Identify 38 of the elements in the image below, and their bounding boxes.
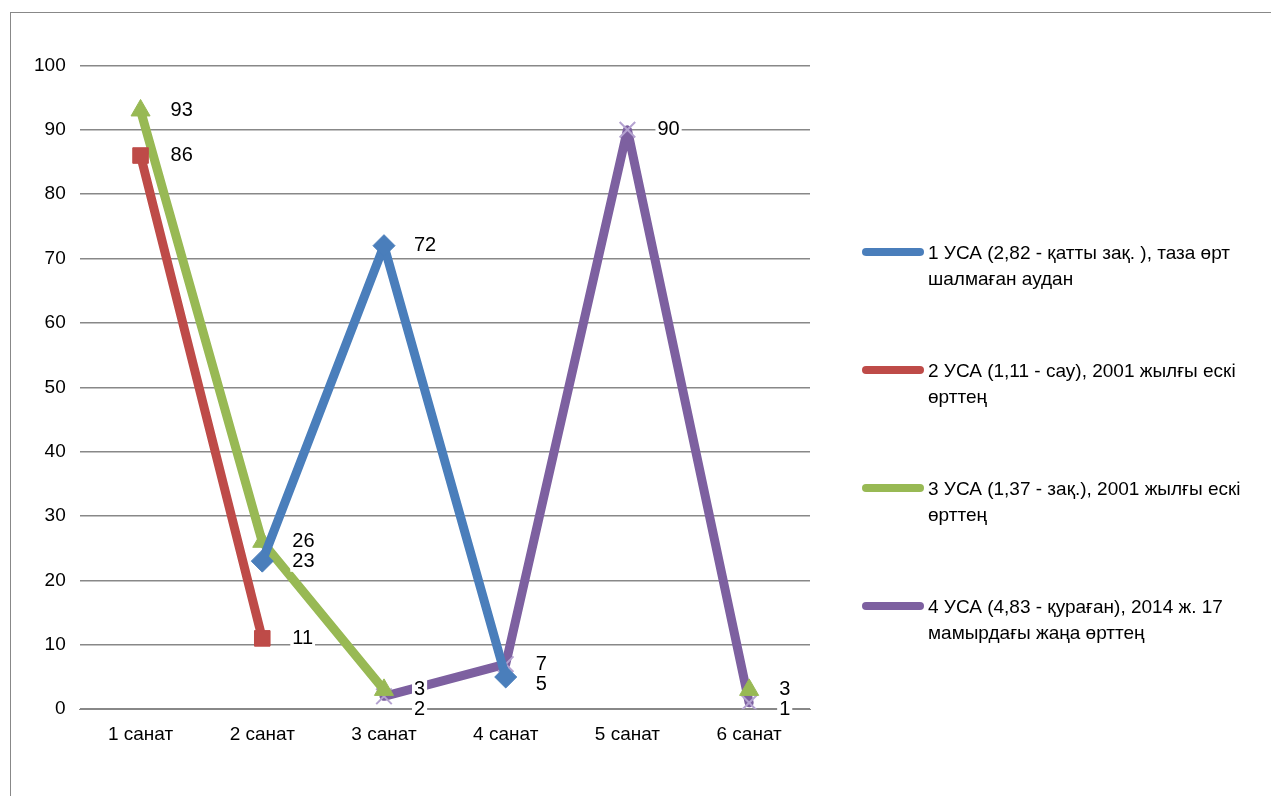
y-tick-label: 50: [44, 375, 66, 397]
y-tick-label: 100: [34, 53, 66, 75]
x-tick-label: 5 санат: [594, 722, 661, 744]
y-tick-label: 80: [44, 182, 66, 204]
legend-label: 2 УСА (1,11 - сау), 2001 жылғы ескі өрттең: [928, 359, 1237, 409]
data-label: 11: [292, 625, 314, 648]
data-label: 72: [413, 233, 437, 256]
y-tick-label: 90: [44, 118, 66, 140]
legend-label: 4 УСА (4,83 - қураған), 2014 ж. 17 мамырдағы жаңа өрттең: [928, 595, 1224, 645]
data-label: 93: [170, 97, 193, 120]
data-label: 1: [779, 697, 791, 720]
point: [254, 630, 271, 647]
point: [250, 549, 274, 573]
point: [132, 147, 149, 164]
point: [494, 665, 518, 689]
y-tick-label: 70: [44, 246, 66, 268]
legend-label: 3 УСА (1,37 - зақ.), 2001 жылғы ескі өрттең: [928, 477, 1242, 527]
x-tick-label: 4 санат: [473, 722, 539, 744]
x-tick-label: 1 санат: [107, 722, 174, 744]
x-tick-label: 3 санат: [351, 722, 417, 744]
data-label: 3: [413, 677, 426, 700]
legend-label: 1 УСА (2,82 - қатты зақ. ), таза өрт шалмаған аудан: [928, 241, 1231, 291]
data-label: 5: [535, 671, 547, 694]
y-tick-label: 40: [44, 439, 66, 461]
data-label: 26: [292, 529, 315, 552]
data-label: 3: [779, 677, 791, 700]
y-tick-label: 20: [44, 568, 66, 590]
data-label: 90: [657, 117, 680, 140]
y-tick-label: 10: [44, 633, 66, 655]
y-tick-label: 0: [55, 697, 66, 719]
y-tick-label: 30: [44, 504, 66, 526]
data-label: 7: [535, 651, 547, 674]
data-label: 2: [413, 697, 426, 720]
y-tick-label: 60: [44, 311, 66, 333]
data-label: 23: [292, 549, 315, 572]
data-label: 86: [170, 143, 193, 166]
x-tick-label: 2 санат: [229, 722, 296, 744]
x-tick-label: 6 санат: [716, 722, 783, 744]
